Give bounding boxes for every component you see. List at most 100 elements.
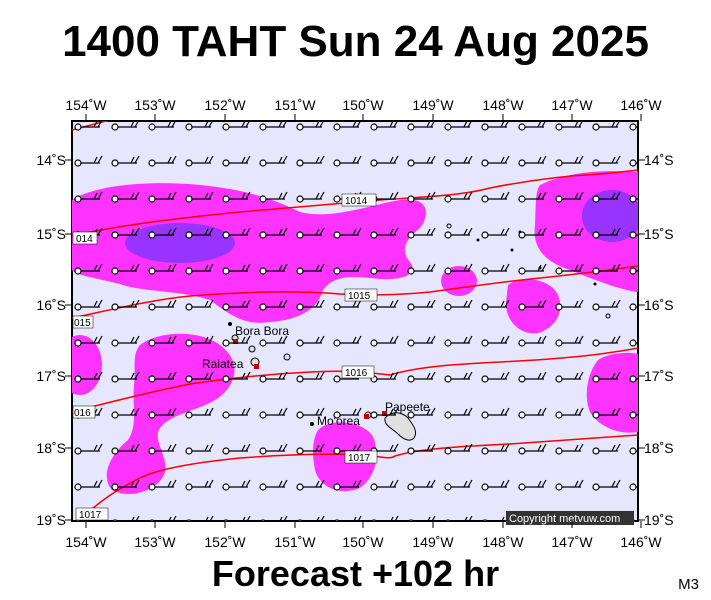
wind-barb [185, 299, 214, 311]
isobar-label-014: 014 [76, 234, 93, 245]
wind-barb [185, 407, 214, 419]
forecast-hours: Forecast +102 hr [211, 553, 500, 594]
wind-barb [185, 121, 214, 131]
wind-barb [592, 191, 621, 203]
wind-barb [185, 227, 214, 239]
wind-barb [333, 227, 362, 239]
wind-barb [74, 479, 103, 491]
wind-barb [74, 443, 103, 455]
wind-barb [296, 263, 325, 275]
wind-barb [222, 191, 251, 203]
lon-label-top: 154˚W [65, 97, 107, 113]
wind-barb [592, 371, 621, 383]
isobar-label-1014: 1014 [345, 196, 368, 207]
tetiaroa-island [310, 422, 314, 426]
wind-barb [148, 191, 177, 203]
wind-barb [629, 447, 638, 455]
wind-barb [444, 227, 473, 239]
wind-barb [444, 263, 473, 275]
wind-barb [222, 443, 251, 455]
wind-barb [148, 479, 177, 491]
wind-barb [185, 155, 214, 167]
lat-label-right: 16˚S [644, 297, 674, 313]
raiatea-marker [254, 364, 259, 369]
wind-barb [629, 267, 638, 275]
wind-barb [148, 443, 177, 455]
tahiti-island [384, 412, 417, 441]
wind-barb [481, 479, 510, 491]
lat-label-left: 18˚S [36, 440, 66, 456]
wind-barb [185, 443, 214, 455]
wind-barb [222, 479, 251, 491]
wind-barb [407, 479, 436, 491]
wind-barb [481, 263, 510, 275]
wind-barb [407, 227, 436, 239]
wind-barb [148, 227, 177, 239]
wind-barb [296, 443, 325, 455]
wind-barb [185, 191, 214, 203]
lon-label-bottom: 147˚W [551, 534, 593, 550]
huahine-island [283, 353, 291, 361]
wind-barb [259, 335, 288, 347]
wind-barb [445, 515, 473, 521]
wind-barb [370, 335, 399, 347]
wind-barb [481, 335, 510, 347]
wind-barb [259, 479, 288, 491]
wind-barb [444, 155, 473, 167]
moorea-marker [364, 414, 369, 419]
wind-barb [518, 155, 547, 167]
wind-barb [296, 299, 325, 311]
lat-label-left: 16˚S [36, 297, 66, 313]
wind-barb [592, 227, 621, 239]
wind-barbs [74, 121, 638, 521]
rain-areas [72, 171, 638, 494]
wind-barb [555, 155, 584, 167]
wind-barb [370, 227, 399, 239]
tuamotu-atoll-1 [446, 223, 452, 229]
wind-barb [555, 299, 584, 311]
wind-barb [297, 515, 325, 521]
wind-barb [518, 479, 547, 491]
wind-barb [333, 479, 362, 491]
wind-barb [481, 191, 510, 203]
latitude-labels-left: 14˚S 15˚S 16˚S 17˚S 18˚S 19˚S [36, 152, 66, 528]
wind-barb [296, 479, 325, 491]
wind-barb [481, 155, 510, 167]
wind-barb [111, 335, 140, 347]
wind-barb [481, 371, 510, 383]
tupai-island [228, 322, 232, 326]
tuamotu-atoll-4 [510, 248, 514, 252]
wind-barb [555, 371, 584, 383]
wind-barb [629, 195, 638, 203]
wind-barb [259, 443, 288, 455]
wind-barb [222, 371, 251, 383]
wind-barb [148, 335, 177, 347]
wind-barb [223, 515, 251, 521]
wind-barb [518, 443, 547, 455]
wind-barb [148, 121, 177, 131]
wind-barb [259, 371, 288, 383]
wind-barb [370, 299, 399, 311]
wind-barb [333, 263, 362, 275]
wind-barb [444, 371, 473, 383]
wind-barb [407, 191, 436, 203]
wind-barb [74, 335, 103, 347]
wind-barb [259, 299, 288, 311]
wind-barb [555, 443, 584, 455]
wind-barb [592, 263, 621, 275]
wind-barb [444, 443, 473, 455]
wind-barb [370, 371, 399, 383]
wind-barb [111, 121, 140, 131]
wind-barb [370, 407, 399, 419]
wind-barb [222, 263, 251, 275]
wind-barb [112, 515, 140, 521]
axis-ticks [65, 114, 645, 528]
rain-patch-east-mid [505, 279, 561, 334]
wind-barb [407, 371, 436, 383]
wind-barb [148, 263, 177, 275]
wind-barb [629, 159, 638, 167]
wind-barb [555, 407, 584, 419]
wind-barb [407, 407, 436, 419]
wind-barb [555, 191, 584, 203]
wind-barb [592, 121, 621, 131]
